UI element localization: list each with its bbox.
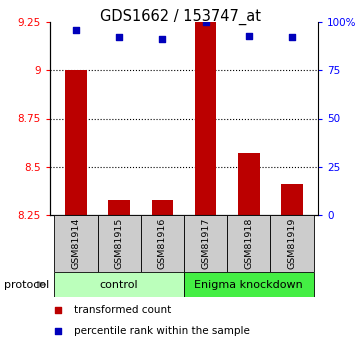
Bar (281, 184, 303, 215)
Text: GSM81919: GSM81919 (288, 218, 297, 269)
Point (203, 19, 209, 25)
Text: protocol: protocol (4, 279, 49, 289)
Bar (270, 215, 314, 272)
Point (160, 37, 165, 42)
Bar (227, 215, 270, 272)
Text: GSM81918: GSM81918 (244, 218, 253, 269)
Point (55, 328, 61, 333)
Bar (152, 199, 173, 215)
Bar (54, 215, 97, 272)
Text: GSM81916: GSM81916 (158, 218, 167, 269)
Bar (141, 215, 184, 272)
Point (289, 35, 295, 40)
Text: Enigma knockdown: Enigma knockdown (195, 279, 303, 289)
Text: percentile rank within the sample: percentile rank within the sample (74, 325, 250, 335)
Bar (54, 272, 184, 297)
Point (246, 33, 252, 38)
Bar (184, 272, 314, 297)
Text: transformed count: transformed count (74, 305, 171, 315)
Bar (65, 70, 87, 215)
Text: control: control (100, 279, 139, 289)
Bar (97, 215, 141, 272)
Bar (108, 199, 130, 215)
Point (55, 308, 61, 313)
Text: GSM81914: GSM81914 (71, 218, 81, 269)
Text: GDS1662 / 153747_at: GDS1662 / 153747_at (100, 9, 261, 25)
Text: GSM81915: GSM81915 (115, 218, 124, 269)
Point (116, 35, 122, 40)
Text: GSM81917: GSM81917 (201, 218, 210, 269)
Bar (195, 22, 216, 215)
Point (73, 27, 79, 32)
Bar (184, 215, 227, 272)
Bar (238, 153, 260, 215)
